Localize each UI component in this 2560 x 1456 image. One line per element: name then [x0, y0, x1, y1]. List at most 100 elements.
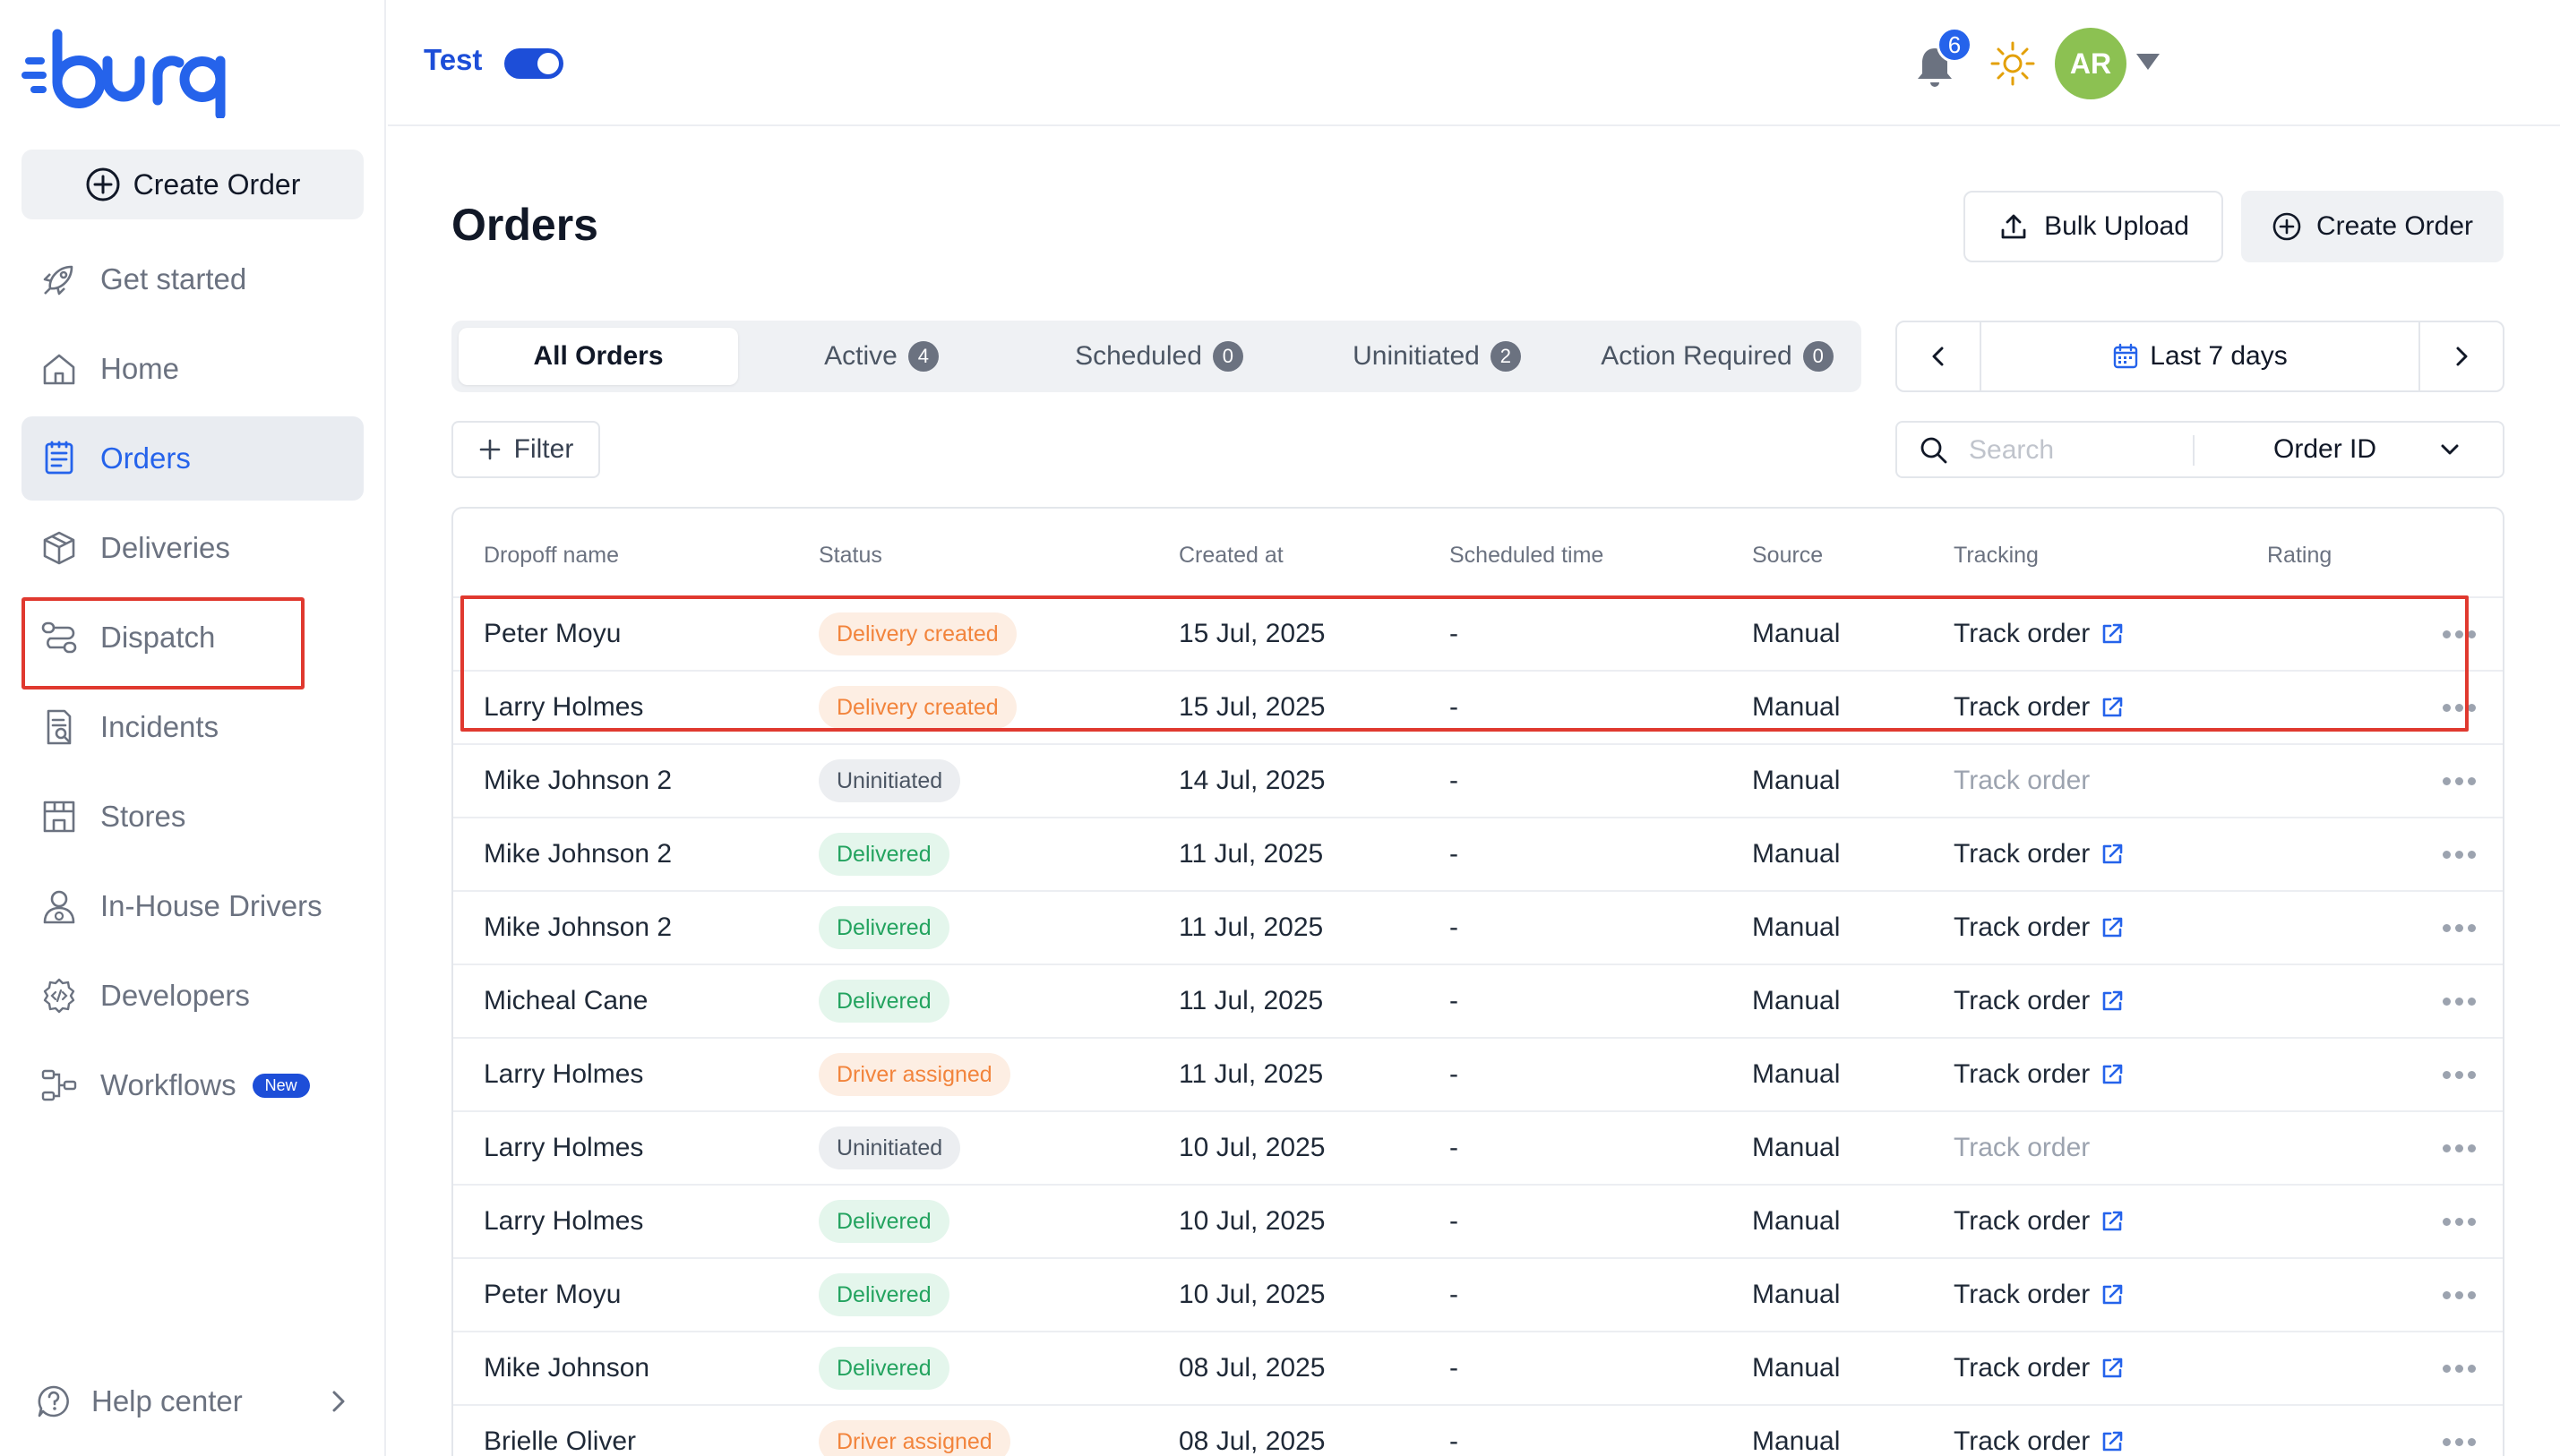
create-order-button[interactable]: Create Order — [2241, 191, 2504, 262]
track-order-link[interactable]: Track order — [1954, 1206, 2126, 1237]
cell-tracking: Track order — [1954, 1332, 2126, 1404]
row-more-options-icon[interactable] — [2443, 1039, 2476, 1110]
dot — [2455, 1217, 2463, 1226]
cell-created-at: 11 Jul, 2025 — [1179, 818, 1323, 890]
search-field-select[interactable]: Order ID — [2202, 423, 2503, 476]
table-row[interactable]: Brielle Oliver Driver assigned 08 Jul, 202… — [453, 1404, 2503, 1456]
cell-status: Delivered — [819, 965, 949, 1037]
dropoff-name: Brielle Oliver — [484, 1426, 637, 1456]
track-order-link[interactable]: Track order — [1954, 692, 2126, 723]
scheduled-time: - — [1449, 692, 1458, 722]
date-next-button[interactable] — [2418, 322, 2503, 390]
test-mode-toggle[interactable] — [504, 48, 563, 79]
track-order-link[interactable]: Track order — [1954, 619, 2126, 649]
row-more-options-icon[interactable] — [2443, 818, 2476, 890]
cell-status: Uninitiated — [819, 1112, 961, 1184]
track-order-link[interactable]: Track order — [1954, 1426, 2126, 1456]
track-order-link[interactable]: Track order — [1954, 1059, 2126, 1090]
external-link-icon — [2102, 1431, 2123, 1452]
scheduled-time: - — [1449, 1426, 1458, 1456]
theme-sun-icon[interactable] — [1989, 39, 2037, 88]
cell-tracking: Track order — [1954, 745, 2090, 817]
sidebar-item-incidents[interactable]: Incidents — [21, 685, 364, 769]
track-order-link[interactable]: Track order — [1954, 839, 2126, 869]
burq-logo[interactable] — [21, 25, 228, 118]
row-more-options-icon[interactable] — [2443, 598, 2476, 670]
sidebar-item-dispatch[interactable]: Dispatch — [21, 595, 364, 680]
status-badge: Driver assigned — [819, 1053, 1010, 1096]
sidebar-item-orders[interactable]: Orders — [21, 416, 364, 501]
track-order-link[interactable]: Track order — [1954, 1353, 2126, 1383]
scheduled-time: - — [1449, 986, 1458, 1015]
dot — [2455, 703, 2463, 712]
sidebar-item-home[interactable]: Home — [21, 327, 364, 411]
track-order-link[interactable]: Track order — [1954, 912, 2126, 943]
filter-button[interactable]: Filter — [451, 421, 600, 478]
bulk-upload-button[interactable]: Bulk Upload — [1963, 191, 2223, 262]
row-more-options-icon[interactable] — [2443, 892, 2476, 964]
cell-scheduled-time: - — [1449, 818, 1458, 890]
row-more-options-icon[interactable] — [2443, 965, 2476, 1037]
table-row[interactable]: Micheal Cane Delivered 11 Jul, 2025 - Manual… — [453, 964, 2503, 1037]
dot — [2468, 850, 2476, 859]
calendar-icon — [2114, 343, 2138, 369]
cell-scheduled-time: - — [1449, 672, 1458, 743]
help-center-link[interactable]: Help center — [36, 1370, 349, 1433]
order-source: Manual — [1752, 1206, 1841, 1236]
status-badge: Driver assigned — [819, 1420, 1010, 1456]
table-row[interactable]: Larry Holmes Delivered 10 Jul, 2025 - Manual… — [453, 1184, 2503, 1257]
search-input[interactable] — [1969, 430, 2184, 471]
table-row[interactable]: Peter Moyu Delivered 10 Jul, 2025 - Manual Tr… — [453, 1257, 2503, 1331]
track-order-label: Track order — [1954, 1426, 2091, 1456]
order-status-tabs: All Orders Active 4 Scheduled 0 Uninitia… — [451, 321, 1861, 392]
track-order-label: Track order — [1954, 1353, 2091, 1383]
table-row[interactable]: Peter Moyu Delivery created 15 Jul, 2025 - M… — [453, 596, 2503, 670]
sidebar-item-workflows[interactable]: Workflows New — [21, 1043, 364, 1127]
cell-status: Uninitiated — [819, 745, 961, 817]
tab-all-orders[interactable]: All Orders — [459, 328, 738, 385]
cell-created-at: 15 Jul, 2025 — [1179, 672, 1325, 743]
table-row[interactable]: Larry Holmes Uninitiated 10 Jul, 2025 - Manu… — [453, 1110, 2503, 1184]
table-row[interactable]: Larry Holmes Delivery created 15 Jul, 2025… — [453, 670, 2503, 743]
table-row[interactable]: Mike Johnson 2 Uninitiated 14 Jul, 2025 - Ma… — [453, 743, 2503, 817]
track-order-link[interactable]: Track order — [1954, 1280, 2126, 1310]
sidebar-item-developers[interactable]: Developers — [21, 954, 364, 1038]
row-more-options-icon[interactable] — [2443, 1259, 2476, 1331]
date-range-selector[interactable]: Last 7 days — [1981, 322, 2418, 390]
tab-active[interactable]: Active 4 — [747, 328, 1016, 385]
cell-scheduled-time: - — [1449, 1112, 1458, 1184]
cell-source: Manual — [1752, 1186, 1840, 1257]
table-row[interactable]: Larry Holmes Driver assigned 11 Jul, 2025 -… — [453, 1037, 2503, 1110]
cell-scheduled-time: - — [1449, 1406, 1458, 1456]
date-prev-button[interactable] — [1897, 322, 1981, 390]
row-more-options-icon[interactable] — [2443, 1186, 2476, 1257]
sidebar-item-get-started[interactable]: Get started — [21, 237, 364, 321]
sidebar-item-deliveries[interactable]: Deliveries — [21, 506, 364, 590]
row-more-options-icon[interactable] — [2443, 672, 2476, 743]
caret-down-icon[interactable] — [2136, 54, 2160, 70]
report-icon — [47, 709, 72, 745]
table-row[interactable]: Mike Johnson Delivered 08 Jul, 2025 - Manual… — [453, 1331, 2503, 1404]
dropoff-name: Micheal Cane — [484, 986, 649, 1015]
column-header-source: Source — [1752, 543, 1824, 568]
row-more-options-icon[interactable] — [2443, 1332, 2476, 1404]
table-row[interactable]: Mike Johnson 2 Delivered 11 Jul, 2025 - Manu… — [453, 817, 2503, 890]
cell-created-at: 08 Jul, 2025 — [1179, 1332, 1325, 1404]
sidebar-item-in-house-drivers[interactable]: In-House Drivers — [21, 864, 364, 948]
row-more-options-icon[interactable] — [2443, 1112, 2476, 1184]
table-row[interactable]: Mike Johnson 2 Delivered 11 Jul, 2025 - Manu… — [453, 890, 2503, 964]
row-more-options-icon[interactable] — [2443, 1406, 2476, 1456]
row-more-options-icon[interactable] — [2443, 745, 2476, 817]
driver-icon — [43, 890, 75, 924]
track-order-link[interactable]: Track order — [1954, 986, 2126, 1016]
sidebar-item-stores[interactable]: Stores — [21, 775, 364, 859]
cell-dropoff-name: Mike Johnson 2 — [484, 892, 672, 964]
user-avatar[interactable]: AR — [2055, 28, 2126, 99]
tab-action-required[interactable]: Action Required 0 — [1580, 328, 1854, 385]
sidebar-create-order-button[interactable]: Create Order — [21, 150, 364, 219]
dot — [2455, 630, 2463, 638]
tab-scheduled[interactable]: Scheduled 0 — [1025, 328, 1293, 385]
created-at: 11 Jul, 2025 — [1179, 912, 1324, 942]
track-order-label: Track order — [1954, 1206, 2091, 1236]
tab-uninitiated[interactable]: Uninitiated 2 — [1302, 328, 1571, 385]
